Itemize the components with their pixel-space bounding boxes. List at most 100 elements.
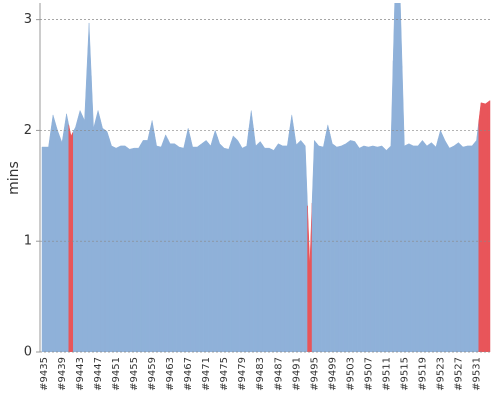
area-segment — [163, 134, 169, 352]
area-segment — [244, 128, 250, 352]
area-segment — [302, 142, 308, 352]
area-segment — [158, 140, 164, 352]
area-segment — [424, 142, 430, 352]
area-segment — [280, 144, 286, 352]
area-segment — [145, 130, 151, 352]
y-tick-label: 3 — [24, 12, 32, 27]
x-tick-label: #9487 — [273, 357, 284, 391]
y-tick-label: 2 — [24, 123, 32, 138]
area-segment — [131, 147, 137, 352]
area-segment — [235, 137, 241, 352]
area-segment — [455, 142, 461, 352]
area-segment — [487, 100, 491, 352]
area-segment — [415, 142, 421, 352]
area-segment — [419, 139, 425, 352]
area-segment — [428, 142, 434, 352]
area-segment — [226, 142, 232, 352]
y-tick-label: 0 — [24, 345, 32, 360]
area-segment — [154, 133, 160, 352]
x-tick-label: #9439 — [57, 357, 68, 391]
area-segment — [41, 146, 47, 352]
area-segment — [140, 140, 146, 352]
area-segment — [401, 66, 407, 352]
area-segment — [307, 202, 313, 352]
area-segment — [406, 143, 412, 352]
x-tick-label: #9519 — [417, 357, 428, 391]
y-tick-label: 1 — [24, 234, 32, 249]
area-segment — [212, 129, 218, 352]
x-tick-label: #9515 — [399, 357, 410, 391]
x-tick-label: #9475 — [219, 357, 230, 391]
area-segment — [86, 22, 92, 352]
area-segment — [334, 144, 340, 352]
area-segment — [149, 120, 155, 352]
area-segment — [136, 143, 142, 352]
area-segment — [464, 145, 470, 352]
area-segment — [221, 145, 227, 352]
area-segment — [122, 145, 128, 352]
area-segment — [262, 144, 268, 352]
area-segment — [365, 146, 371, 352]
area-segment — [316, 142, 322, 352]
area-segment — [410, 144, 416, 352]
area-segment — [100, 119, 106, 352]
x-tick-label: #9511 — [381, 357, 392, 391]
area-segment — [91, 75, 97, 352]
area-segment — [73, 118, 79, 352]
area-segment — [185, 128, 191, 352]
area-segment — [284, 130, 290, 352]
area-segment — [257, 141, 263, 352]
area-segment — [127, 147, 133, 352]
plot-area — [41, 3, 491, 352]
area-segment — [77, 109, 83, 352]
area-segment — [50, 114, 56, 352]
area-segment — [388, 60, 394, 352]
x-tick-label: #9471 — [201, 357, 212, 391]
area-segment — [383, 147, 389, 352]
x-tick-label: #9435 — [39, 357, 50, 391]
area-segment — [109, 138, 115, 352]
area-segment — [176, 144, 182, 352]
area-segment — [230, 135, 236, 352]
area-segment — [190, 137, 196, 352]
x-tick-label: #9479 — [237, 357, 248, 391]
x-tick-label: #9451 — [111, 357, 122, 391]
area-segment — [352, 140, 358, 352]
x-tick-label: #9495 — [309, 357, 320, 391]
area-segment — [320, 135, 326, 352]
area-segment — [271, 146, 277, 352]
area-segment — [275, 143, 281, 352]
area-segment — [266, 147, 272, 352]
area-segment — [172, 143, 178, 352]
area-segment — [203, 140, 209, 352]
x-tick-label: #9491 — [291, 357, 302, 391]
x-tick-label: #9483 — [255, 357, 266, 391]
area-segment — [442, 135, 448, 352]
area-segment — [446, 143, 452, 352]
area-segment — [329, 134, 335, 352]
area-segment — [167, 139, 173, 352]
area-segment — [253, 128, 259, 352]
x-tick-label: #9507 — [363, 357, 374, 391]
area-segment — [298, 140, 304, 352]
x-tick-label: #9459 — [147, 357, 158, 391]
area-segment — [113, 146, 119, 352]
area-segment — [199, 141, 205, 352]
area-segment — [379, 145, 385, 352]
area-segment — [82, 71, 88, 352]
x-tick-label: #9463 — [165, 357, 176, 391]
area-segment — [59, 128, 65, 352]
area-segment — [248, 110, 254, 352]
area-segment — [194, 144, 200, 352]
area-segment — [95, 110, 101, 352]
area-segment — [118, 145, 124, 352]
area-segment — [397, 3, 403, 352]
area-segment — [473, 121, 479, 352]
area-segment — [325, 124, 331, 352]
x-tick-label: #9447 — [93, 357, 104, 391]
area-segment — [208, 138, 214, 352]
area-segment — [311, 139, 317, 352]
x-tick-label: #9527 — [453, 357, 464, 391]
area-segment — [55, 122, 61, 352]
